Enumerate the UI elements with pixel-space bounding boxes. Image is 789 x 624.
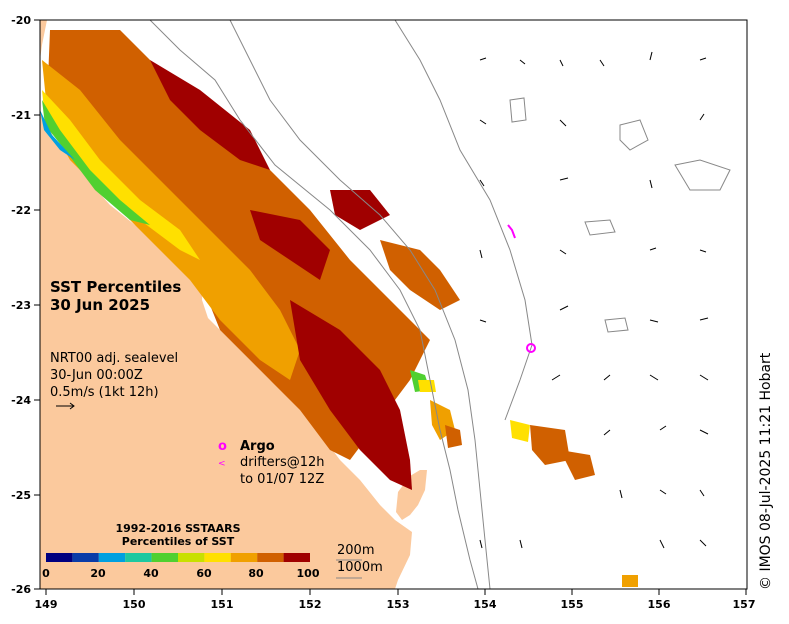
x-tick-label: 151 bbox=[211, 598, 234, 611]
legend-tick-label: 0 bbox=[42, 567, 50, 580]
argo-float-marker bbox=[526, 343, 536, 353]
legend-swatch bbox=[125, 553, 152, 562]
drifter-icon: < bbox=[218, 459, 226, 469]
drifters-label: drifters@12h bbox=[240, 455, 325, 470]
legend-swatch bbox=[151, 553, 178, 562]
contour-200m-label: 200m bbox=[337, 543, 375, 558]
map-title: SST Percentiles 30 Jun 2025 bbox=[50, 278, 181, 314]
legend-swatch bbox=[46, 553, 73, 562]
y-tick-label: -24 bbox=[11, 394, 31, 407]
legend-tick-label: 20 bbox=[90, 567, 106, 580]
credit-label: © IMOS 08-Jul-2025 11:21 Hobart bbox=[758, 352, 774, 590]
x-tick-label: 153 bbox=[387, 598, 410, 611]
legend-swatch bbox=[230, 553, 258, 562]
info-line-1: NRT00 adj. sealevel bbox=[50, 351, 179, 366]
scale-arrow-icon bbox=[56, 402, 75, 410]
info-line-3: 0.5m/s (1kt 12h) bbox=[50, 385, 159, 400]
current-vectors bbox=[479, 51, 709, 549]
legend-swatch bbox=[178, 553, 205, 562]
title-line-1: SST Percentiles bbox=[50, 278, 182, 296]
legend-colorbar bbox=[46, 553, 310, 562]
info-line-2: 30-Jun 00:00Z bbox=[50, 368, 143, 383]
title-line-2: 30 Jun 2025 bbox=[50, 296, 151, 314]
y-tick-label: -20 bbox=[11, 14, 31, 27]
argo-label: Argo bbox=[240, 439, 275, 454]
land-mainland bbox=[40, 20, 412, 589]
legend-title-line-2: Percentiles of SST bbox=[121, 535, 235, 548]
drifters-period: to 01/07 12Z bbox=[240, 472, 325, 487]
argo-icon: o bbox=[218, 439, 227, 454]
legend-tick-label: 60 bbox=[196, 567, 212, 580]
x-tick-label: 155 bbox=[561, 598, 584, 611]
y-tick-label: -26 bbox=[11, 583, 31, 596]
x-tick-label: 157 bbox=[733, 598, 756, 611]
legend-tick-label: 40 bbox=[143, 567, 159, 580]
x-tick-label: 150 bbox=[123, 598, 146, 611]
x-tick-label: 152 bbox=[299, 598, 322, 611]
argo-legend: o Argo < drifters@12h to 01/07 12Z bbox=[218, 439, 325, 488]
depth-contours bbox=[149, 20, 731, 589]
legend-tick-label: 80 bbox=[248, 567, 264, 580]
x-tick-label: 154 bbox=[474, 598, 497, 611]
legend-title-line-1: 1992-2016 SSTAARS bbox=[115, 522, 241, 535]
axis-ticks bbox=[34, 19, 747, 595]
legend-swatch bbox=[283, 553, 310, 562]
contour-1000m-label: 1000m bbox=[337, 560, 383, 575]
legend-swatch bbox=[257, 553, 284, 562]
land-fraser-island bbox=[396, 470, 427, 520]
legend-swatch bbox=[72, 553, 99, 562]
legend-swatch bbox=[98, 553, 126, 562]
legend-title: 1992-2016 SSTAARS Percentiles of SST bbox=[46, 522, 310, 548]
y-tick-label: -23 bbox=[11, 299, 31, 312]
info-block: NRT00 adj. sealevel 30-Jun 00:00Z 0.5m/s… bbox=[50, 350, 178, 401]
drifter-track bbox=[507, 224, 516, 239]
sst-field bbox=[40, 30, 638, 587]
y-tick-label: -25 bbox=[11, 489, 31, 502]
legend-tick-label: 100 bbox=[297, 567, 320, 580]
contour-legend: 200m 1000m bbox=[337, 542, 383, 576]
x-tick-label: 156 bbox=[648, 598, 671, 611]
y-tick-label: -21 bbox=[11, 109, 31, 122]
legend-swatch bbox=[204, 553, 231, 562]
y-tick-label: -22 bbox=[11, 204, 31, 217]
x-tick-label: 149 bbox=[35, 598, 58, 611]
